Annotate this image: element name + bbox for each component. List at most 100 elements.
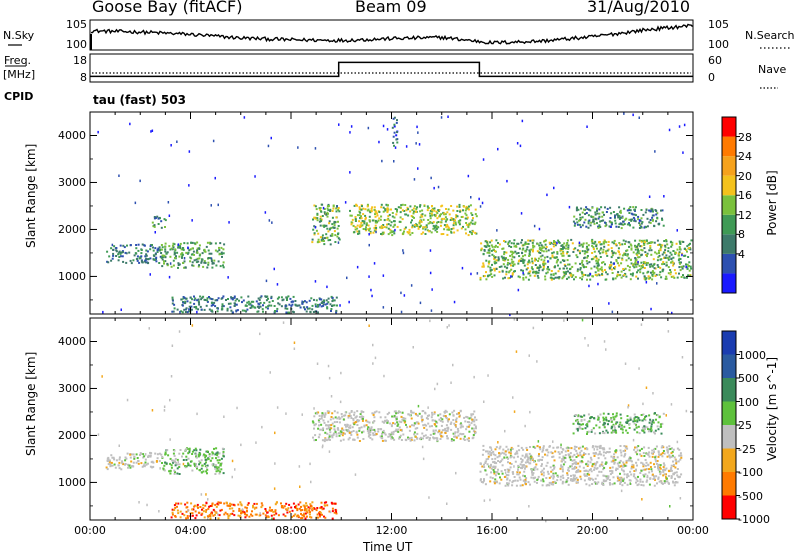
power-panel-cell: [207, 249, 210, 252]
velocity-panel-scatter-cell: [685, 409, 688, 413]
velocity-panel-cell: [628, 457, 631, 460]
velocity-panel-cell: [503, 456, 506, 459]
velocity-panel-cell: [567, 466, 570, 469]
power-panel-cell: [679, 243, 682, 245]
velocity-panel-cell: [675, 462, 678, 465]
velocity-panel-cell: [654, 432, 656, 435]
velocity-panel-cell: [355, 431, 358, 434]
velocity-panel-cell: [653, 451, 655, 454]
power-panel-cell: [157, 217, 160, 220]
power-panel-cell: [163, 218, 166, 221]
power-panel-cell: [241, 301, 243, 304]
velocity-panel-cell: [210, 505, 213, 507]
velocity-panel-cell: [308, 513, 311, 516]
velocity-panel-cell: [590, 458, 593, 461]
velocity-panel-cell: [673, 484, 676, 487]
velocity-panel-cell: [648, 451, 651, 454]
power-panel-cell: [389, 224, 392, 227]
velocity-panel-cell: [161, 462, 163, 464]
power-panel-cell: [518, 276, 521, 279]
power-panel-cell: [356, 227, 359, 230]
velocity-panel-cell: [121, 461, 124, 464]
power-panel-cell: [401, 209, 404, 212]
power-panel-cell: [573, 278, 575, 281]
velocity-panel-cell: [635, 481, 637, 484]
velocity-panel-cell: [554, 450, 557, 453]
power-panel-cell: [600, 268, 603, 271]
velocity-panel-cell: [626, 415, 629, 417]
power-panel-cell: [582, 242, 585, 245]
power-panel-cell: [359, 217, 362, 220]
power-panel-cell: [560, 249, 563, 252]
power-panel-cell: [184, 301, 187, 304]
power-panel-cell: [574, 222, 577, 225]
power-panel-cell: [475, 215, 478, 218]
power-panel-cell: [609, 217, 612, 219]
velocity-panel-cell: [327, 420, 330, 423]
power-panel-cell: [494, 256, 497, 259]
power-panel-cell: [526, 267, 529, 270]
power-panel-cell: [386, 218, 389, 221]
velocity-panel-cell: [390, 431, 393, 434]
velocity-panel-cell: [598, 465, 601, 468]
velocity-panel-cell: [505, 474, 508, 476]
velocity-panel-cell: [321, 508, 324, 511]
velocity-panel-cell: [538, 453, 540, 456]
power-panel-cell: [149, 244, 152, 247]
velocity-panel-cell: [634, 469, 637, 472]
power-panel-cell: [591, 252, 594, 254]
power-panel-cell: [392, 225, 395, 228]
power-panel-cell: [409, 233, 412, 236]
velocity-panel-cell: [639, 449, 641, 452]
velocity-panel-cell: [356, 420, 359, 423]
velocity-panel-scatter-cell: [679, 497, 682, 500]
velocity-panel-cell: [202, 510, 205, 513]
power-panel-cell: [335, 210, 338, 213]
velocity-panel-cell: [489, 476, 492, 479]
velocity-panel-cell: [200, 459, 203, 462]
power-panel-cell: [547, 266, 549, 268]
velocity-panel-cell: [338, 432, 340, 435]
power-panel-cell: [174, 248, 177, 251]
power-panel-cell: [520, 260, 522, 262]
velocity-panel-cell: [610, 431, 613, 434]
power-panel-cell: [688, 261, 691, 264]
power-panel-cell: [365, 229, 368, 232]
power-panel-cell: [171, 310, 174, 313]
power-panel-cell: [576, 221, 579, 224]
velocity-panel-cell: [525, 465, 528, 468]
velocity-panel-cell: [432, 429, 435, 432]
velocity-panel-cell: [194, 447, 197, 450]
velocity-panel-cell: [637, 417, 640, 419]
velocity-panel-cell: [609, 418, 612, 421]
velocity-panel-cell: [573, 462, 576, 465]
power-panel-cell: [640, 248, 643, 251]
power-panel-cell: [452, 227, 455, 230]
power-panel-cell: [156, 251, 159, 253]
power-panel-cell: [406, 206, 409, 209]
power-panel-cell: [550, 276, 553, 279]
power-panel-scatter-cell: [538, 227, 541, 231]
power-panel-cell: [598, 212, 601, 215]
velocity-panel-cell: [187, 452, 190, 455]
power-panel-cell: [642, 261, 645, 264]
velocity-panel-cell: [158, 460, 161, 463]
velocity-panel-cell: [305, 502, 308, 505]
power-panel-cell: [685, 263, 687, 266]
power-panel-scatter-cell: [623, 112, 625, 115]
power-panel-cell: [553, 256, 556, 259]
velocity-panel-cell: [612, 476, 615, 479]
power-panel-cell: [193, 259, 196, 262]
velocity-panel-cell: [528, 452, 531, 455]
velocity-panel-cell: [202, 470, 205, 473]
velocity-panel-cell: [399, 434, 402, 437]
velocity-panel-cell: [459, 409, 462, 412]
velocity-panel-cell: [277, 514, 280, 517]
power-panel-cell: [468, 223, 471, 226]
velocity-panel-cell: [368, 421, 371, 424]
power-panel-cell: [606, 249, 609, 252]
power-panel-scatter-cell: [461, 266, 464, 270]
power-panel-cell: [649, 247, 652, 250]
velocity-panel-scatter-cell: [676, 440, 679, 444]
power-panel-cell: [152, 258, 155, 261]
